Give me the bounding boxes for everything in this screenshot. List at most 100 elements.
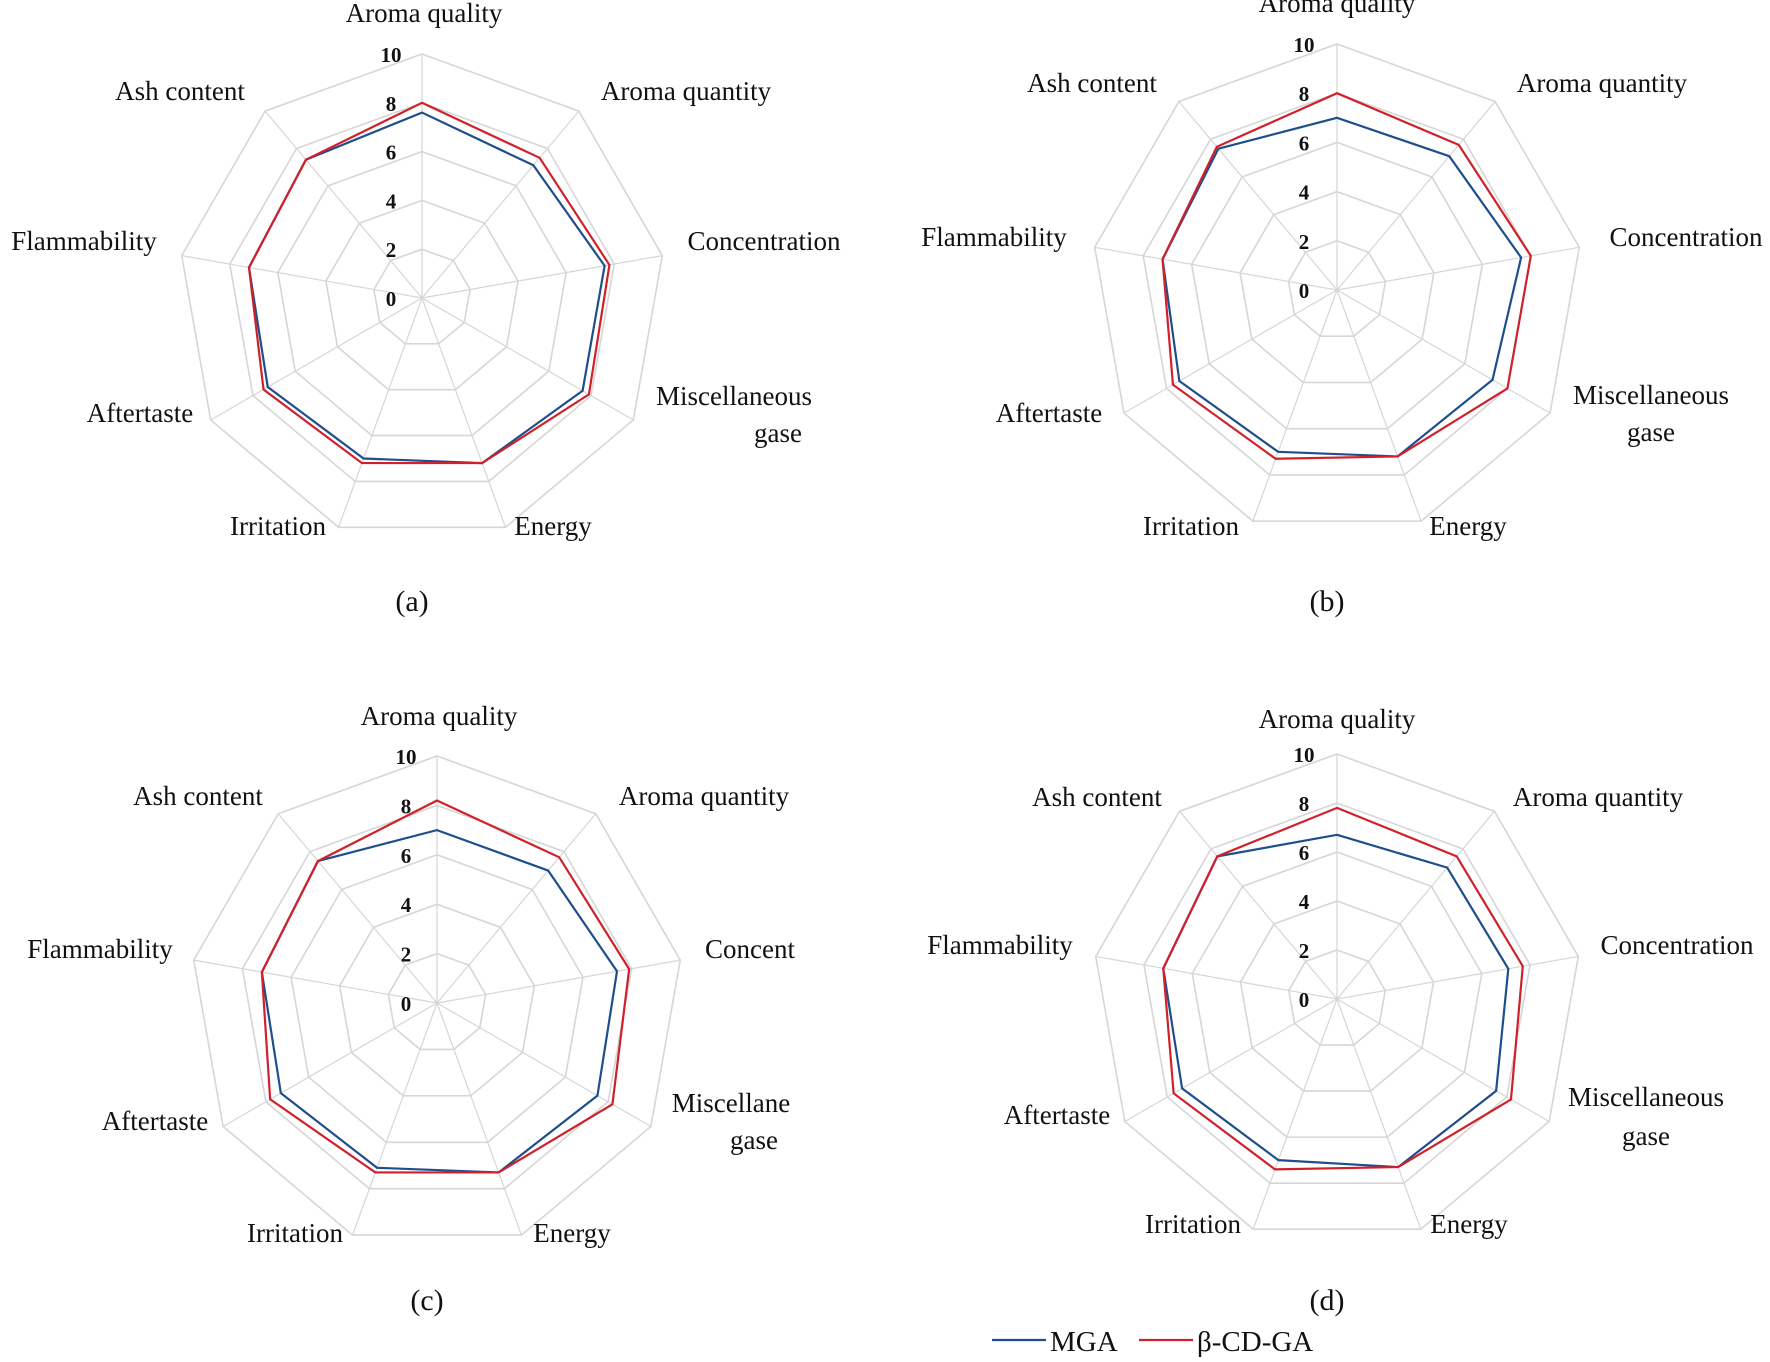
axis-label: Aroma quality: [361, 701, 518, 731]
axis-spoke: [1252, 998, 1338, 1230]
axis-label: Aftertaste: [87, 398, 193, 428]
axis-spoke: [436, 959, 681, 1004]
panel-label: (c): [410, 1284, 443, 1317]
axis-label: Aroma quality: [1259, 0, 1416, 18]
axis-spoke: [210, 297, 423, 421]
tick-label: 0: [1299, 279, 1310, 303]
axis-spoke: [421, 297, 507, 528]
axis-spoke: [436, 1002, 523, 1236]
grid-ring: [325, 199, 519, 391]
axis-label: Ash content: [1032, 782, 1162, 812]
radar-panel: 0 2 4 6 8 10 Aroma quality Aroma quantity Concen…: [927, 704, 1754, 1317]
axis-spoke: [1178, 101, 1338, 291]
legend-label-mga: MGA: [1050, 1326, 1118, 1358]
tick-label: 10: [396, 745, 417, 769]
panel-label: (b): [1310, 585, 1345, 618]
axis-label: Energy: [1429, 511, 1507, 541]
axis-label: Concentration: [1601, 930, 1754, 960]
axis-label: Concent: [705, 934, 795, 964]
axis-label: Flammability: [11, 226, 157, 256]
axis-spoke: [1336, 289, 1422, 522]
axis-spoke: [277, 813, 438, 1004]
axis-spoke: [181, 255, 423, 299]
grid-ring: [1093, 43, 1581, 522]
grid-ring: [387, 952, 487, 1051]
radar-panel: 0 2 4 6 8 10 Aroma quality Aroma quantity Concen…: [11, 0, 841, 618]
axis-spoke: [1336, 101, 1496, 291]
axis-label: Miscellane gase: [672, 1088, 790, 1155]
tick-label: 0: [1299, 988, 1310, 1012]
axis-spoke: [1124, 998, 1338, 1123]
axis-label: Aroma quality: [1259, 704, 1416, 734]
radar-panel: 0 2 4 6 8 10 Aroma quality Aroma quantity Concen…: [27, 701, 795, 1317]
series-line-mga: [260, 828, 619, 1174]
axis-spoke: [436, 813, 597, 1004]
tick-label: 2: [386, 238, 397, 262]
axis-spoke: [1336, 955, 1579, 1000]
legend-label-beta-cd-ga: β-CD-GA: [1197, 1326, 1313, 1358]
axis-spoke: [264, 110, 423, 299]
grid-ring: [1143, 802, 1531, 1184]
grid-ring: [1190, 141, 1484, 430]
axis-label: Concentration: [688, 226, 841, 256]
axis-spoke: [193, 959, 438, 1004]
grid-ring: [192, 755, 682, 1236]
series-line-beta-cd-ga: [1161, 92, 1532, 460]
series-line-mga: [1161, 116, 1523, 458]
grid-ring: [1094, 753, 1580, 1231]
axis-spoke: [1123, 289, 1338, 414]
axis-label: Aroma quantity: [1513, 782, 1684, 812]
series-line-beta-cd-ga: [260, 799, 631, 1174]
tick-label: 2: [1299, 939, 1310, 963]
grid-ring: [290, 853, 584, 1144]
series-line-beta-cd-ga: [247, 101, 611, 465]
tick-label: 8: [1299, 82, 1310, 106]
axis-label: Aftertaste: [1004, 1100, 1110, 1130]
axis-spoke: [1336, 246, 1580, 291]
tick-label: 4: [386, 189, 397, 213]
axis-spoke: [1336, 998, 1550, 1123]
tick-label: 2: [401, 943, 412, 967]
axis-spoke: [1094, 246, 1338, 291]
tick-label: 10: [1294, 743, 1315, 767]
grid-ring: [338, 903, 536, 1097]
axis-spoke: [421, 255, 663, 299]
axis-spoke: [1095, 955, 1338, 1000]
axis-label: Ash content: [115, 76, 245, 106]
grid-ring: [228, 101, 616, 483]
panel-label: (d): [1310, 1284, 1345, 1317]
legend: MGA β-CD-GA: [992, 1326, 1313, 1358]
radar-panel: 0 2 4 6 8 10 Aroma quality Aroma quantity Concen…: [921, 0, 1763, 618]
axis-spoke: [1179, 810, 1338, 1000]
tick-label: 4: [1299, 181, 1310, 205]
tick-label: 10: [381, 43, 402, 67]
grid-ring: [180, 53, 664, 529]
axis-spoke: [351, 1002, 438, 1236]
axis-spoke: [421, 110, 580, 299]
axis-label: Aroma quantity: [601, 76, 772, 106]
axis-spoke: [1336, 289, 1551, 414]
tick-label: 10: [1294, 33, 1315, 57]
axis-spoke: [337, 297, 423, 528]
axis-label: Energy: [1430, 1209, 1508, 1239]
grid-ring: [1239, 190, 1435, 384]
tick-label: 4: [401, 893, 412, 917]
panel-label: (a): [395, 585, 428, 618]
axis-spoke: [1252, 289, 1338, 522]
axis-label: Concentration: [1610, 222, 1763, 252]
axis-label: Miscellaneous gase: [656, 381, 812, 448]
axis-label: Miscellaneous gase: [1568, 1082, 1724, 1151]
axis-spoke: [436, 1002, 652, 1128]
grid-ring: [1287, 949, 1387, 1046]
axis-label: Aftertaste: [102, 1106, 208, 1136]
grid-ring: [241, 804, 633, 1190]
axis-label: Aroma quantity: [1517, 68, 1688, 98]
axis-spoke: [1336, 810, 1495, 1000]
axis-spoke: [1336, 998, 1422, 1230]
axis-label: Energy: [514, 511, 592, 541]
axis-label: Flammability: [921, 222, 1067, 252]
tick-label: 2: [1299, 230, 1310, 254]
axis-label: Aftertaste: [996, 398, 1102, 428]
series-line-beta-cd-ga: [1162, 806, 1524, 1171]
